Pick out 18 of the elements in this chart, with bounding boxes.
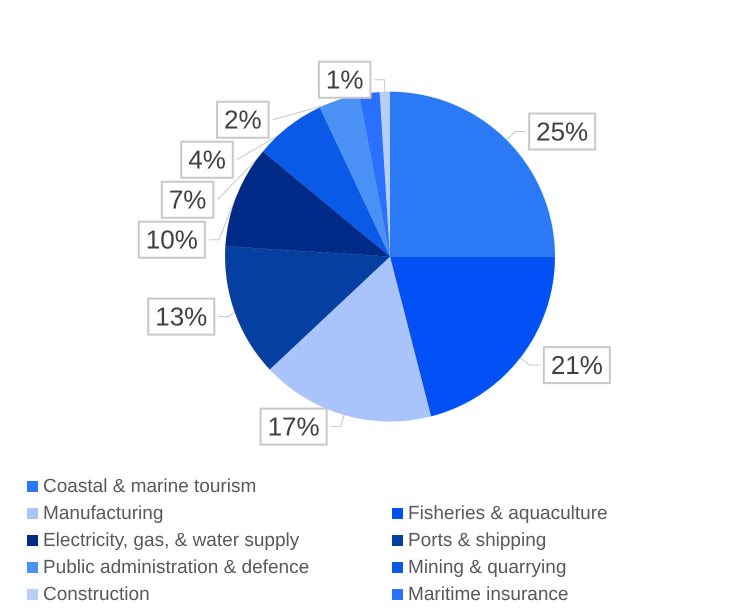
legend-label: Fisheries & aquaculture <box>408 503 608 524</box>
legend-label: Coastal & marine tourism <box>43 476 256 497</box>
data-label: 21% <box>550 350 603 380</box>
data-label: 25% <box>536 116 588 146</box>
data-label: 17% <box>268 412 320 442</box>
data-label: 10% <box>146 224 198 255</box>
data-label: 4% <box>188 144 226 175</box>
legend-label: Electricity, gas, & water supply <box>43 530 300 551</box>
legend-label: Mining & quarrying <box>408 557 566 578</box>
legend-label: Manufacturing <box>43 503 164 524</box>
data-label: 1% <box>326 64 364 95</box>
legend-label: Public administration & defence <box>43 557 310 578</box>
legend-label: Ports & shipping <box>408 530 546 551</box>
legend-label: Maritime insurance <box>408 584 568 605</box>
data-label: 13% <box>155 302 208 332</box>
data-label: 7% <box>168 184 206 215</box>
legend-label: Construction <box>43 584 150 605</box>
data-label: 2% <box>224 104 262 135</box>
